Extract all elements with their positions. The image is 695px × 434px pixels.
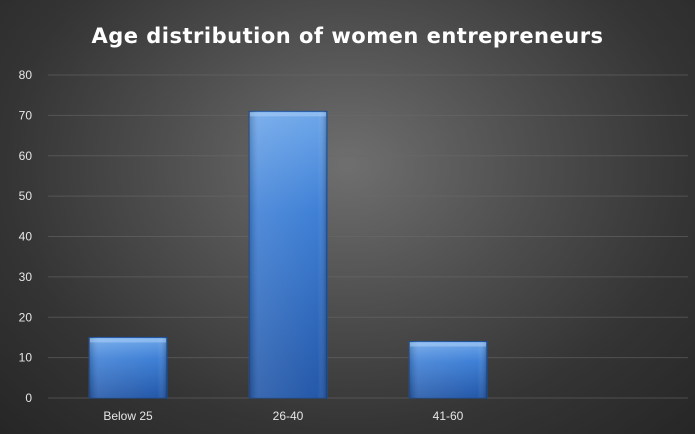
y-tick-label: 80 [19, 68, 33, 82]
bar-highlight [410, 342, 486, 347]
y-tick-label: 60 [19, 149, 33, 163]
y-axis-tick-labels: 0 10 20 30 40 50 60 70 80 [19, 68, 33, 405]
x-tick-label: 26-40 [273, 409, 304, 423]
bar-shading [409, 341, 487, 398]
bar-highlight [250, 112, 326, 117]
bar-shading [249, 111, 327, 399]
chart-title: Age distribution of women entrepreneurs [91, 24, 604, 48]
y-tick-label: 0 [25, 391, 32, 405]
y-tick-label: 20 [19, 310, 33, 324]
x-axis-tick-labels: Below 25 26-40 41-60 [103, 409, 463, 423]
y-tick-label: 50 [19, 189, 33, 203]
bars [88, 110, 488, 399]
x-tick-label: Below 25 [103, 409, 153, 423]
bar-shading [89, 337, 167, 398]
y-tick-label: 30 [19, 270, 33, 284]
x-tick-label: 41-60 [433, 409, 464, 423]
bar-highlight [90, 338, 166, 343]
y-tick-label: 70 [19, 108, 33, 122]
y-tick-label: 40 [19, 230, 33, 244]
y-tick-label: 10 [19, 351, 33, 365]
